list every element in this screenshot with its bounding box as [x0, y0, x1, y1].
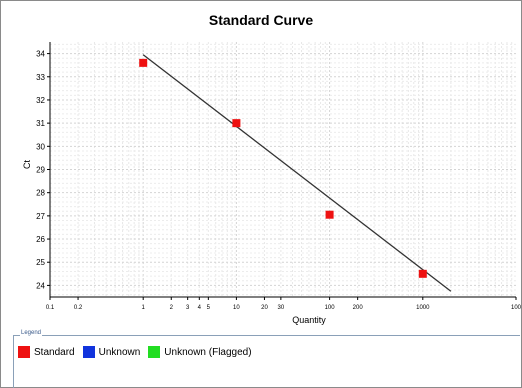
- x-axis-ticks: 0.1 0.2 1 2 3 4 5 10 20 30 100 200 1000 100: [46, 297, 522, 311]
- fit-line: [142, 54, 452, 292]
- legend-swatch-unknown: [82, 346, 95, 358]
- y-tick-label: 31: [36, 119, 45, 128]
- x-tick-label: 5: [207, 305, 211, 311]
- x-tick-label: 0.2: [74, 305, 83, 311]
- legend-label-unknown-flagged: Unknown (Flagged): [164, 346, 252, 358]
- x-tick-label: 100: [511, 305, 522, 311]
- y-tick-label: 28: [36, 189, 45, 198]
- fit-line-group: [142, 54, 452, 292]
- x-tick-label: 4: [198, 305, 202, 311]
- legend-swatch-unknown-flagged: [148, 346, 161, 358]
- x-tick-label: 1000: [416, 305, 430, 311]
- x-tick-label: 10: [233, 305, 240, 311]
- x-tick-label: 30: [278, 305, 285, 311]
- legend-swatch-standard: [18, 346, 30, 358]
- y-tick-label: 29: [36, 166, 45, 175]
- x-tick-label: 3: [186, 305, 190, 311]
- data-point-standard[interactable]: [139, 58, 148, 67]
- legend-panel: Legend Standard Unknown Unknown (Flagged…: [13, 330, 520, 388]
- grid-lines: [49, 42, 516, 297]
- x-tick-label: 1: [142, 305, 146, 311]
- legend-label-standard: Standard: [34, 346, 75, 358]
- legend-items: Standard Unknown Unknown (Flagged): [18, 346, 260, 358]
- y-axis-label: Ct: [22, 160, 32, 169]
- x-tick-label: 2: [170, 305, 174, 311]
- y-tick-label: 34: [36, 50, 45, 59]
- x-tick-label: 0.1: [46, 305, 55, 311]
- data-points: [139, 58, 427, 278]
- legend-item-standard[interactable]: Standard: [18, 346, 75, 358]
- y-tick-label: 30: [36, 142, 45, 151]
- data-point-standard[interactable]: [418, 269, 427, 278]
- legend-item-unknown[interactable]: Unknown: [82, 346, 141, 358]
- x-tick-label: 200: [353, 305, 364, 311]
- legend-label-unknown: Unknown: [98, 346, 141, 358]
- chart-title: Standard Curve: [208, 12, 314, 28]
- x-tick-label: 20: [261, 305, 268, 311]
- legend-item-unknown-flagged[interactable]: Unknown (Flagged): [148, 346, 252, 358]
- y-tick-label: 25: [36, 258, 45, 267]
- x-axis-label: Quantity: [292, 315, 326, 325]
- y-tick-label: 33: [36, 73, 45, 82]
- data-point-standard[interactable]: [232, 119, 241, 128]
- legend-title: Legend: [20, 330, 43, 336]
- y-tick-label: 26: [36, 235, 45, 244]
- y-tick-label: 24: [36, 281, 45, 290]
- y-tick-label: 27: [36, 212, 45, 221]
- y-axis-ticks: 24 25 26 27 28 29 30 31 32 33 34: [36, 50, 50, 290]
- x-tick-label: 100: [325, 305, 336, 311]
- data-point-standard[interactable]: [325, 210, 334, 219]
- y-tick-label: 32: [36, 96, 45, 105]
